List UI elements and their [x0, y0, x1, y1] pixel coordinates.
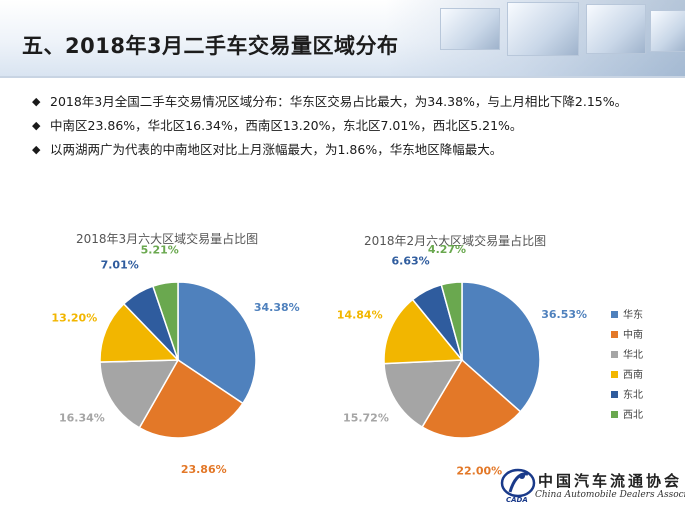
diamond-bullet-icon: ◆: [32, 119, 41, 132]
data-label: 16.34%: [59, 412, 105, 425]
pie-slice-西北: [440, 281, 463, 361]
header-divider: [0, 76, 685, 78]
legend-entry: 东北: [623, 388, 643, 401]
pie-slice-华北: [99, 359, 180, 429]
legend-swatch: [611, 331, 618, 338]
chart-title-february: 2018年2月六大区域交易量占比图: [364, 234, 547, 248]
legend-swatch: [611, 311, 618, 318]
data-label: 6.63%: [392, 254, 430, 267]
data-label: 7.01%: [101, 258, 139, 271]
data-label: 36.53%: [541, 308, 587, 321]
decor-cube: [650, 10, 685, 52]
bullet-text: 2018年3月全国二手车交易情况区域分布：华东区交易占比最大，为34.38%，与…: [50, 94, 628, 109]
data-label: 14.84%: [337, 308, 383, 321]
bullet-item: ◆ 中南区23.86%，华北区16.34%，西南区13.20%，东北区7.01%…: [32, 116, 662, 136]
legend-swatch: [611, 351, 618, 358]
bullet-list: ◆ 2018年3月全国二手车交易情况区域分布：华东区交易占比最大，为34.38%…: [32, 92, 662, 164]
bullet-text: 以两湖两广为代表的中南地区对比上月涨幅最大，为1.86%，华东地区降幅最大。: [50, 142, 503, 157]
bullet-text: 中南区23.86%，华北区16.34%，西南区13.20%，东北区7.01%，西…: [50, 118, 523, 133]
legend-entry: 华北: [623, 348, 643, 361]
header-banner: 五、2018年3月二手车交易量区域分布: [0, 0, 685, 76]
pie-slice-西北: [151, 281, 179, 361]
decor-cube: [586, 4, 646, 54]
pie-slice-中南: [421, 358, 522, 439]
data-label: 34.38%: [254, 301, 300, 314]
diamond-bullet-icon: ◆: [32, 95, 41, 108]
pie-slice-西南: [383, 298, 464, 365]
legend-entry: 西南: [623, 368, 643, 381]
pie-slice-西南: [99, 302, 180, 363]
pie-slice-中南: [138, 358, 244, 439]
data-label: 22.00%: [456, 465, 502, 478]
bullet-item: ◆ 以两湖两广为代表的中南地区对比上月涨幅最大，为1.86%，华东地区降幅最大。: [32, 140, 662, 160]
logo-abbr: CADA: [506, 496, 528, 504]
logo-subtitle: China Automobile Dealers Association: [535, 490, 685, 500]
diamond-bullet-icon: ◆: [32, 143, 41, 156]
data-label: 13.20%: [51, 312, 97, 325]
legend-swatch: [611, 391, 618, 398]
decor-cube: [440, 8, 500, 50]
page-title: 五、2018年3月二手车交易量区域分布: [22, 34, 399, 58]
legend-entry: 中南: [623, 328, 643, 341]
legend-swatch: [611, 411, 618, 418]
logo-name: 中国汽车流通协会: [538, 472, 683, 490]
data-label: 15.72%: [343, 412, 389, 425]
legend-entry: 华东: [623, 308, 643, 321]
legend-swatch: [611, 371, 618, 378]
legend-entry: 西北: [623, 409, 643, 421]
bullet-item: ◆ 2018年3月全国二手车交易情况区域分布：华东区交易占比最大，为34.38%…: [32, 92, 662, 112]
data-label: 4.27%: [428, 243, 466, 256]
decor-cube: [507, 2, 579, 56]
chart-title-march: 2018年3月六大区域交易量占比图: [76, 232, 259, 246]
data-label: 23.86%: [181, 463, 227, 476]
pie-slice-华北: [383, 359, 464, 429]
pie-slice-华东: [461, 281, 541, 413]
data-label: 5.21%: [141, 243, 179, 256]
